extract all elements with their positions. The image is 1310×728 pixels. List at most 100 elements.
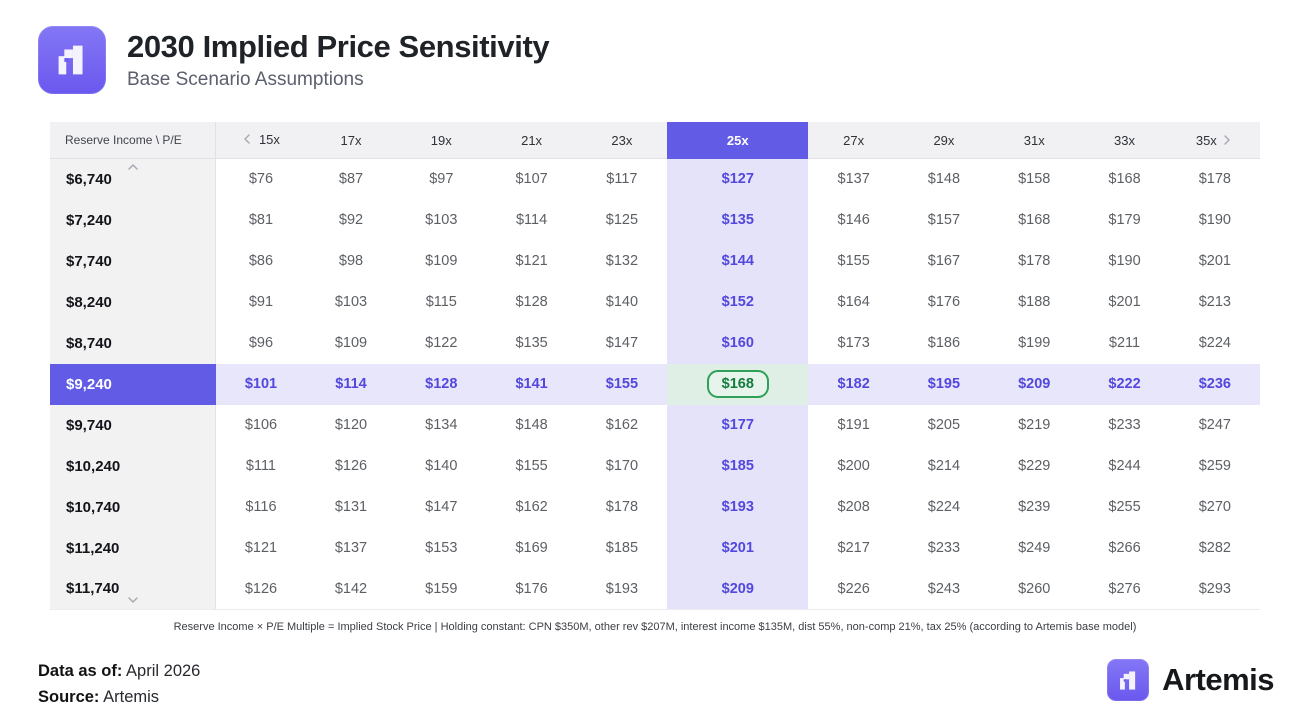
price-cell[interactable]: $158: [989, 158, 1080, 200]
row-header-7740[interactable]: $7,740: [50, 240, 217, 282]
price-cell[interactable]: $126: [305, 445, 397, 487]
price-cell[interactable]: $103: [396, 199, 487, 241]
col-header-27x[interactable]: 27x: [808, 122, 899, 159]
price-cell[interactable]: $249: [989, 527, 1080, 569]
price-cell[interactable]: $233: [898, 527, 990, 569]
row-header-10740[interactable]: $10,740: [50, 486, 217, 528]
price-cell[interactable]: $101: [215, 363, 306, 405]
price-cell[interactable]: $134: [396, 404, 487, 446]
scroll-down-icon[interactable]: [127, 594, 139, 606]
price-cell[interactable]: $148: [486, 404, 577, 446]
price-cell[interactable]: $219: [989, 404, 1080, 446]
price-cell[interactable]: $201: [1079, 281, 1170, 323]
col-header-19x[interactable]: 19x: [396, 122, 487, 159]
price-cell[interactable]: $87: [305, 158, 397, 200]
price-cell[interactable]: $109: [396, 240, 487, 282]
price-cell[interactable]: $178: [989, 240, 1080, 282]
price-cell[interactable]: $152: [667, 281, 809, 323]
price-cell[interactable]: $222: [1079, 363, 1170, 405]
price-cell[interactable]: $229: [989, 445, 1080, 487]
price-cell[interactable]: $140: [576, 281, 668, 323]
price-cell[interactable]: $137: [808, 158, 899, 200]
price-cell[interactable]: $201: [1169, 240, 1260, 282]
price-cell[interactable]: $193: [576, 568, 668, 610]
price-cell[interactable]: $177: [667, 404, 809, 446]
price-cell[interactable]: $153: [396, 527, 487, 569]
price-cell[interactable]: $244: [1079, 445, 1170, 487]
price-cell[interactable]: $167: [898, 240, 990, 282]
price-cell[interactable]: $155: [808, 240, 899, 282]
col-header-15x[interactable]: 15x: [215, 122, 306, 159]
price-cell[interactable]: $276: [1079, 568, 1170, 610]
price-cell[interactable]: $193: [667, 486, 809, 528]
row-header-8740[interactable]: $8,740: [50, 322, 217, 364]
price-cell[interactable]: $213: [1169, 281, 1260, 323]
price-cell[interactable]: $214: [898, 445, 990, 487]
price-cell[interactable]: $162: [486, 486, 577, 528]
price-cell[interactable]: $114: [305, 363, 397, 405]
row-header-6740[interactable]: $6,740: [50, 158, 217, 200]
price-cell[interactable]: $209: [667, 568, 809, 610]
col-header-33x[interactable]: 33x: [1079, 122, 1170, 159]
col-header-23x[interactable]: 23x: [576, 122, 668, 159]
price-cell[interactable]: $224: [898, 486, 990, 528]
scroll-left-icon[interactable]: [242, 133, 254, 145]
col-header-31x[interactable]: 31x: [989, 122, 1080, 159]
row-header-11240[interactable]: $11,240: [50, 527, 217, 569]
price-cell[interactable]: $128: [396, 363, 487, 405]
price-cell[interactable]: $205: [898, 404, 990, 446]
price-cell[interactable]: $126: [215, 568, 306, 610]
price-cell[interactable]: $195: [898, 363, 990, 405]
price-cell[interactable]: $121: [486, 240, 577, 282]
price-cell[interactable]: $191: [808, 404, 899, 446]
price-cell[interactable]: $155: [486, 445, 577, 487]
price-cell[interactable]: $127: [667, 158, 809, 200]
price-cell[interactable]: $199: [989, 322, 1080, 364]
price-cell[interactable]: $103: [305, 281, 397, 323]
price-cell[interactable]: $282: [1169, 527, 1260, 569]
price-cell[interactable]: $92: [305, 199, 397, 241]
price-cell[interactable]: $106: [215, 404, 306, 446]
row-header-10240[interactable]: $10,240: [50, 445, 217, 487]
price-cell[interactable]: $116: [215, 486, 306, 528]
row-header-9240[interactable]: $9,240: [50, 363, 217, 405]
price-cell[interactable]: $128: [486, 281, 577, 323]
price-cell[interactable]: $162: [576, 404, 668, 446]
price-cell[interactable]: $125: [576, 199, 668, 241]
price-cell[interactable]: $140: [396, 445, 487, 487]
price-cell[interactable]: $91: [215, 281, 306, 323]
price-cell[interactable]: $190: [1079, 240, 1170, 282]
price-cell[interactable]: $147: [576, 322, 668, 364]
price-cell[interactable]: $164: [808, 281, 899, 323]
price-cell[interactable]: $81: [215, 199, 306, 241]
price-cell[interactable]: $243: [898, 568, 990, 610]
price-cell[interactable]: $211: [1079, 322, 1170, 364]
price-cell[interactable]: $115: [396, 281, 487, 323]
price-cell[interactable]: $76: [215, 158, 306, 200]
price-cell[interactable]: $117: [576, 158, 668, 200]
row-header-8240[interactable]: $8,240: [50, 281, 217, 323]
price-cell[interactable]: $226: [808, 568, 899, 610]
price-cell[interactable]: $111: [215, 445, 306, 487]
col-header-35x[interactable]: 35x: [1169, 122, 1260, 159]
price-cell[interactable]: $114: [486, 199, 577, 241]
price-cell[interactable]: $137: [305, 527, 397, 569]
price-cell[interactable]: $142: [305, 568, 397, 610]
col-header-25x[interactable]: 25x: [667, 122, 809, 159]
price-cell[interactable]: $160: [667, 322, 809, 364]
price-cell[interactable]: $179: [1079, 199, 1170, 241]
price-cell[interactable]: $233: [1079, 404, 1170, 446]
price-cell[interactable]: $170: [576, 445, 668, 487]
price-cell[interactable]: $141: [486, 363, 577, 405]
price-cell[interactable]: $157: [898, 199, 990, 241]
price-cell[interactable]: $236: [1169, 363, 1260, 405]
price-cell[interactable]: $135: [486, 322, 577, 364]
price-cell[interactable]: $155: [576, 363, 668, 405]
price-cell[interactable]: $208: [808, 486, 899, 528]
col-header-29x[interactable]: 29x: [898, 122, 990, 159]
price-cell[interactable]: $96: [215, 322, 306, 364]
price-cell[interactable]: $217: [808, 527, 899, 569]
price-cell[interactable]: $98: [305, 240, 397, 282]
price-cell[interactable]: $190: [1169, 199, 1260, 241]
price-cell[interactable]: $109: [305, 322, 397, 364]
